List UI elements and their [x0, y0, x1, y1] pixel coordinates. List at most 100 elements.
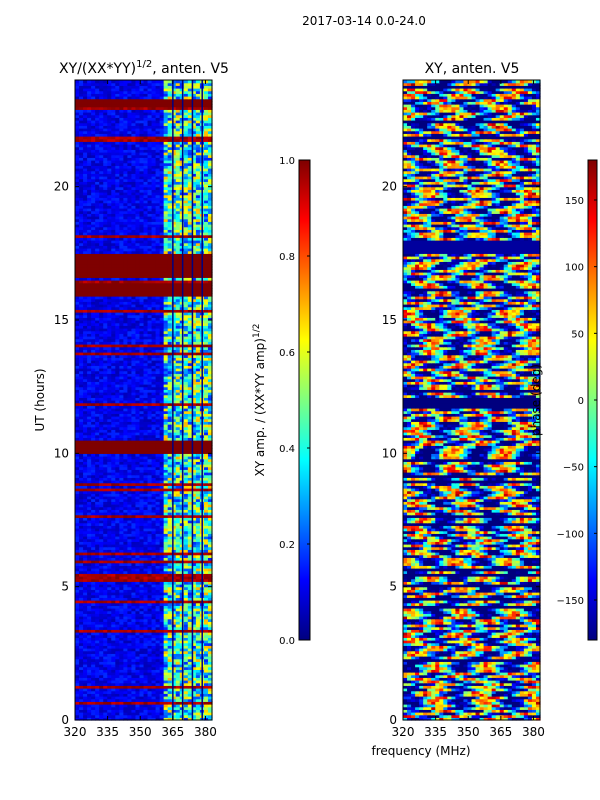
amp-cell — [151, 464, 157, 468]
amp-cell — [191, 701, 197, 705]
amp-cell — [147, 552, 153, 556]
amp-cell — [111, 525, 116, 529]
amp-cell — [79, 632, 84, 636]
amp-cell — [195, 464, 201, 468]
amp-cell — [207, 400, 213, 404]
amp-cell — [87, 613, 92, 617]
amp-cell — [207, 421, 213, 425]
amp-cell — [79, 389, 84, 393]
amp-cell — [127, 357, 133, 361]
amp-cell — [79, 642, 84, 646]
amp-cell — [87, 450, 92, 454]
amp-cell — [167, 354, 173, 358]
amp-cell — [115, 704, 120, 708]
amp-cell — [163, 384, 169, 388]
amp-cell — [99, 589, 104, 593]
amp-cell — [187, 693, 193, 697]
amp-cell — [87, 418, 92, 422]
amp-cell — [195, 690, 201, 694]
amp-cell — [175, 512, 181, 516]
amp-cell — [175, 669, 181, 673]
amp-cell — [207, 330, 213, 334]
amp-cell — [99, 653, 104, 657]
amp-cell — [175, 330, 181, 334]
amp-cell — [203, 501, 209, 505]
amp-cell — [115, 426, 120, 430]
amp-cell — [203, 573, 209, 577]
amp-cell — [195, 333, 201, 337]
amp-cell — [203, 386, 209, 390]
amp-cell — [131, 344, 137, 348]
amp-cell — [79, 381, 84, 385]
amp-cell — [171, 477, 177, 481]
amp-cell — [163, 333, 169, 337]
amp-cell — [127, 706, 133, 710]
amp-cell — [175, 450, 181, 454]
amp-cell — [187, 413, 193, 417]
amp-cell — [151, 509, 157, 513]
amp-cell — [167, 488, 173, 492]
amp-cell — [207, 712, 213, 716]
amp-cell — [127, 610, 133, 614]
amp-cell — [115, 349, 120, 353]
amp-cell — [187, 528, 193, 532]
amp-cell — [127, 557, 133, 561]
amp-cell — [103, 517, 108, 521]
amp-cell — [159, 410, 165, 414]
amp-cell — [99, 429, 104, 433]
amp-cell — [139, 522, 145, 526]
amp-cell — [83, 637, 88, 641]
amp-cell — [187, 632, 193, 636]
amp-cell — [83, 616, 88, 620]
amp-cell — [79, 456, 84, 460]
amp-cell — [159, 378, 165, 382]
amp-cell — [107, 453, 112, 457]
amp-cell — [195, 562, 201, 566]
amp-cell — [167, 581, 173, 585]
amp-cell — [131, 597, 137, 601]
amp-cell — [79, 560, 84, 564]
amp-cell — [95, 376, 100, 380]
amp-cell — [95, 589, 100, 593]
amp-cell — [127, 544, 133, 548]
amp-cell — [111, 682, 116, 686]
amp-cell — [163, 538, 169, 542]
amp-cell — [167, 506, 173, 510]
amp-cell — [131, 613, 137, 617]
amp-cell — [91, 480, 96, 484]
amp-cell — [171, 456, 177, 460]
amp-cell — [187, 600, 193, 604]
amp-cell — [191, 690, 197, 694]
amp-cell — [167, 408, 173, 412]
amp-cell — [171, 581, 177, 585]
amp-cell — [103, 605, 108, 609]
amp-cell — [103, 600, 108, 604]
amp-cell — [203, 693, 209, 697]
amp-cell — [187, 458, 193, 462]
amp-cell — [183, 645, 189, 649]
amp-cell — [95, 562, 100, 566]
amp-cell — [147, 546, 153, 550]
amp-cell — [147, 544, 153, 548]
amp-cell — [79, 717, 84, 721]
amp-cell — [135, 586, 141, 590]
amp-cell — [183, 330, 189, 334]
amp-cell — [203, 541, 209, 545]
amp-cell — [183, 365, 189, 369]
amp-cell — [183, 672, 189, 676]
amp-cell — [83, 373, 88, 377]
amp-cell — [207, 434, 213, 438]
amp-cell — [171, 466, 177, 470]
amp-cell — [155, 464, 161, 468]
amp-cell — [87, 584, 92, 588]
amp-cell — [103, 466, 108, 470]
amp-cell — [147, 605, 153, 609]
amp-cell — [91, 493, 96, 497]
amp-cell — [123, 637, 128, 641]
amp-cell — [147, 501, 153, 505]
amp-cell — [207, 370, 213, 374]
amp-cell — [111, 426, 116, 430]
amp-cell — [103, 392, 108, 396]
amp-cell — [139, 605, 145, 609]
amp-cell — [119, 565, 124, 569]
